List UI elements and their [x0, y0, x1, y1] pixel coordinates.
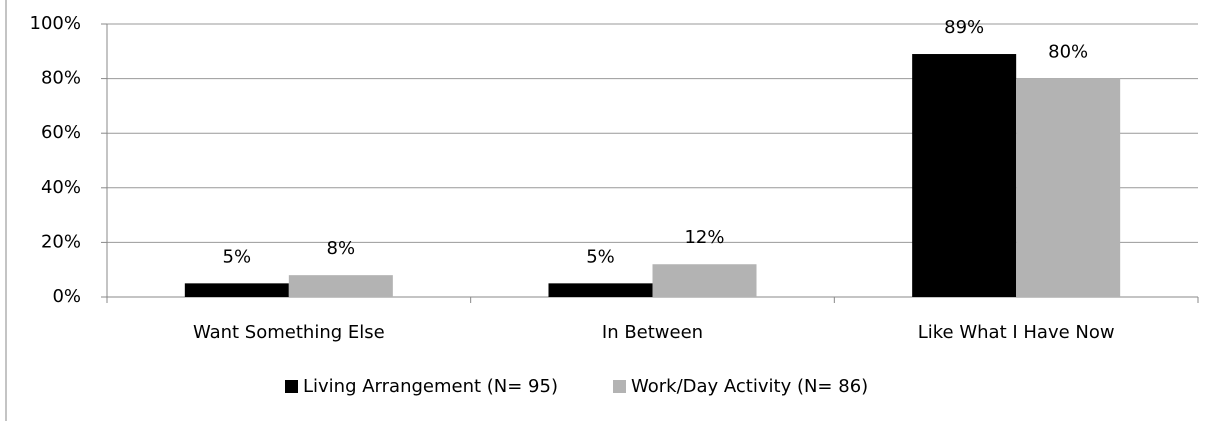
legend-swatch: [613, 380, 626, 393]
bar: [652, 264, 757, 297]
y-tick-label: 0%: [52, 286, 81, 307]
value-label: 8%: [327, 238, 356, 259]
y-tick-label: 80%: [41, 68, 81, 89]
y-tick-label: 40%: [41, 177, 81, 198]
bar: [1016, 78, 1121, 297]
bar: [912, 54, 1017, 297]
value-label: 80%: [1048, 42, 1088, 63]
x-tick-label: Like What I Have Now: [918, 322, 1115, 343]
bar: [184, 283, 289, 297]
legend-swatch: [285, 380, 298, 393]
legend-label: Work/Day Activity (N= 86): [631, 376, 868, 397]
value-label: 5%: [586, 246, 615, 267]
y-tick-label: 20%: [41, 231, 81, 252]
value-label: 89%: [944, 17, 984, 38]
legend-label: Living Arrangement (N= 95): [303, 376, 558, 397]
y-tick-label: 100%: [30, 13, 81, 34]
value-label: 12%: [684, 227, 724, 248]
bar: [548, 283, 653, 297]
value-label: 5%: [223, 246, 252, 267]
y-tick-label: 60%: [41, 122, 81, 143]
x-tick-label: Want Something Else: [193, 322, 385, 343]
bar: [288, 275, 393, 297]
x-tick-label: In Between: [602, 322, 703, 343]
